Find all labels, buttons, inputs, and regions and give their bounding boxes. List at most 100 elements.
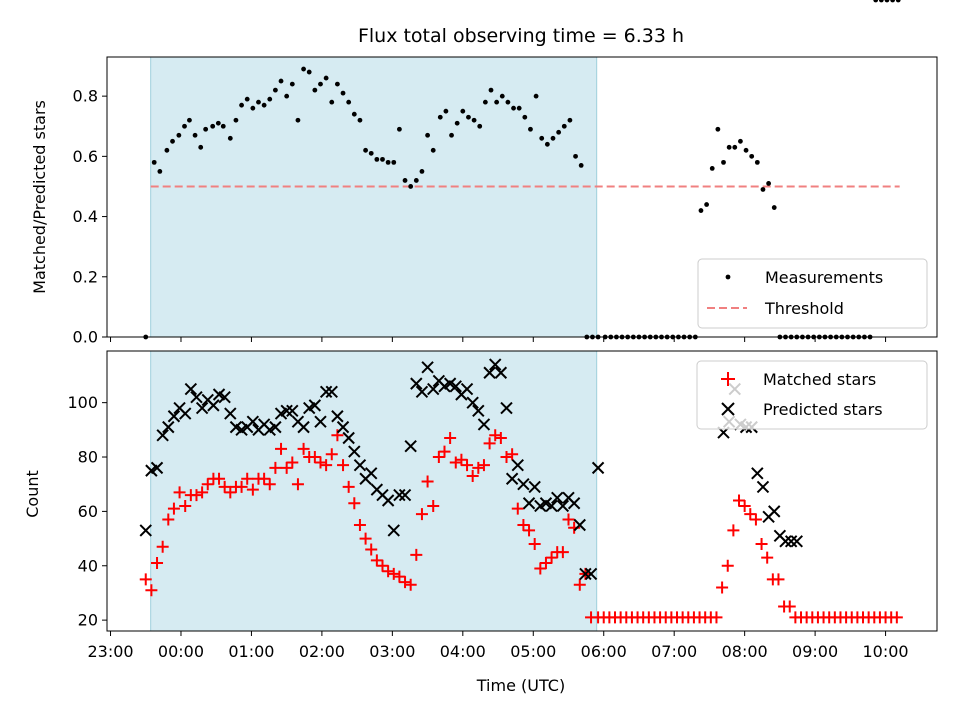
matched-star-point — [342, 480, 355, 493]
matched-star-point — [263, 478, 276, 491]
matched-star-point — [421, 475, 434, 488]
predicted-star-point — [190, 391, 203, 404]
predicted-legend-marker — [721, 402, 735, 416]
measurement-point — [402, 178, 408, 183]
matched-star-point — [461, 459, 474, 472]
measurement-point — [743, 147, 749, 153]
predicted-star-point — [556, 499, 570, 513]
measurement-point — [732, 144, 738, 150]
matched-star-point — [727, 524, 740, 537]
matched-star-point — [139, 573, 152, 586]
predicted-star-point — [150, 461, 164, 475]
measurement-point — [391, 159, 397, 165]
top-y-axis-label: Matched/Predicted stars — [30, 100, 49, 294]
measurement-point — [766, 181, 772, 186]
bottom-x-tick-label: 08:00 — [722, 642, 768, 661]
matched-star-point — [331, 429, 344, 442]
measurement-point — [151, 159, 157, 165]
measurement-point — [306, 69, 312, 75]
matched-star-point — [213, 472, 226, 485]
predicted-star-point — [573, 518, 586, 532]
predicted-star-point — [483, 366, 496, 379]
matched-star-point — [320, 459, 333, 472]
matched-star-point — [269, 461, 282, 474]
predicted-star-point — [207, 399, 220, 412]
measurement-point — [561, 123, 567, 129]
measurement-point — [233, 117, 239, 123]
matched-star-point — [353, 518, 366, 531]
measurement-point — [460, 108, 466, 114]
measurement-point — [449, 132, 454, 138]
matched-star-point — [145, 584, 158, 597]
measurement-point — [533, 93, 539, 99]
predicted-star-point — [365, 467, 378, 480]
measurement-point — [346, 99, 352, 105]
matched-star-point — [275, 442, 288, 455]
threshold-legend-label: Threshold — [764, 299, 844, 318]
predicted-star-point — [336, 420, 350, 434]
measurement-point — [244, 96, 250, 102]
predicted-star-point — [517, 477, 530, 491]
predicted-star-point — [489, 358, 502, 371]
bottom-axes-frame — [106, 350, 938, 632]
measurement-point — [278, 78, 284, 84]
predicted-star-point — [522, 497, 536, 510]
measurement-point — [488, 87, 494, 93]
measurement-legend-label: Measurements — [765, 268, 883, 287]
measurement-point — [357, 117, 363, 123]
top-panel: 0.00.20.40.60.8 Matched/Predicted stars … — [30, 0, 938, 347]
predicted-star-point — [567, 497, 581, 510]
matched-star-point — [286, 456, 299, 469]
measurement-point — [454, 120, 460, 126]
top-x-ticks — [110, 337, 887, 342]
matched-star-point — [190, 489, 203, 502]
measurement-point — [419, 169, 425, 174]
predicted-star-point — [162, 420, 175, 434]
predicted-star-point — [156, 429, 169, 442]
measurement-point — [397, 126, 402, 132]
predicted-star-point — [449, 380, 462, 393]
matched-star-point — [359, 532, 372, 545]
predicted-star-point — [398, 488, 412, 502]
predicted-star-point — [545, 499, 558, 513]
measurement-point — [368, 150, 374, 156]
matched-star-point — [511, 502, 524, 515]
matched-star-point — [376, 559, 389, 572]
predicted-star-point — [179, 407, 192, 420]
measurement-point — [516, 105, 522, 111]
matched-star-point — [201, 478, 214, 491]
measurement-point — [323, 75, 329, 81]
measurement-point — [539, 135, 545, 141]
predicted-star-points — [139, 358, 803, 581]
predicted-star-point — [325, 385, 338, 398]
measurement-point — [704, 202, 710, 207]
measurement-point — [385, 159, 391, 165]
bottom-x-tick-label: 00:00 — [158, 642, 204, 661]
measurement-point — [873, 0, 879, 3]
matched-star-point — [196, 486, 209, 499]
predicted-star-point — [460, 382, 474, 396]
measurement-point — [556, 129, 562, 135]
measurement-point — [895, 0, 901, 3]
matched-star-point — [556, 546, 569, 559]
predicted-star-point — [579, 567, 592, 581]
matched-star-point — [477, 459, 490, 472]
matched-star-point — [455, 453, 468, 466]
predicted-star-point — [756, 480, 770, 494]
top-y-tick-label: 0.0 — [73, 328, 98, 347]
measurement-point — [256, 99, 261, 105]
predicted-star-point — [500, 401, 513, 415]
matched-star-point — [761, 551, 774, 564]
matched-star-point — [444, 431, 457, 444]
chart-title: Flux total observing time = 6.33 h — [358, 25, 684, 47]
matched-star-point — [755, 538, 768, 551]
matched-star-point — [438, 445, 451, 458]
predicted-star-point — [319, 385, 333, 398]
matched-star-point — [393, 570, 406, 583]
measurement-point — [351, 111, 357, 117]
bottom-x-tick-label: 06:00 — [581, 642, 627, 661]
predicted-star-point — [551, 491, 564, 505]
matched-star-point — [382, 565, 395, 578]
matched-star-point — [167, 502, 180, 515]
matched-star-point — [562, 513, 575, 526]
